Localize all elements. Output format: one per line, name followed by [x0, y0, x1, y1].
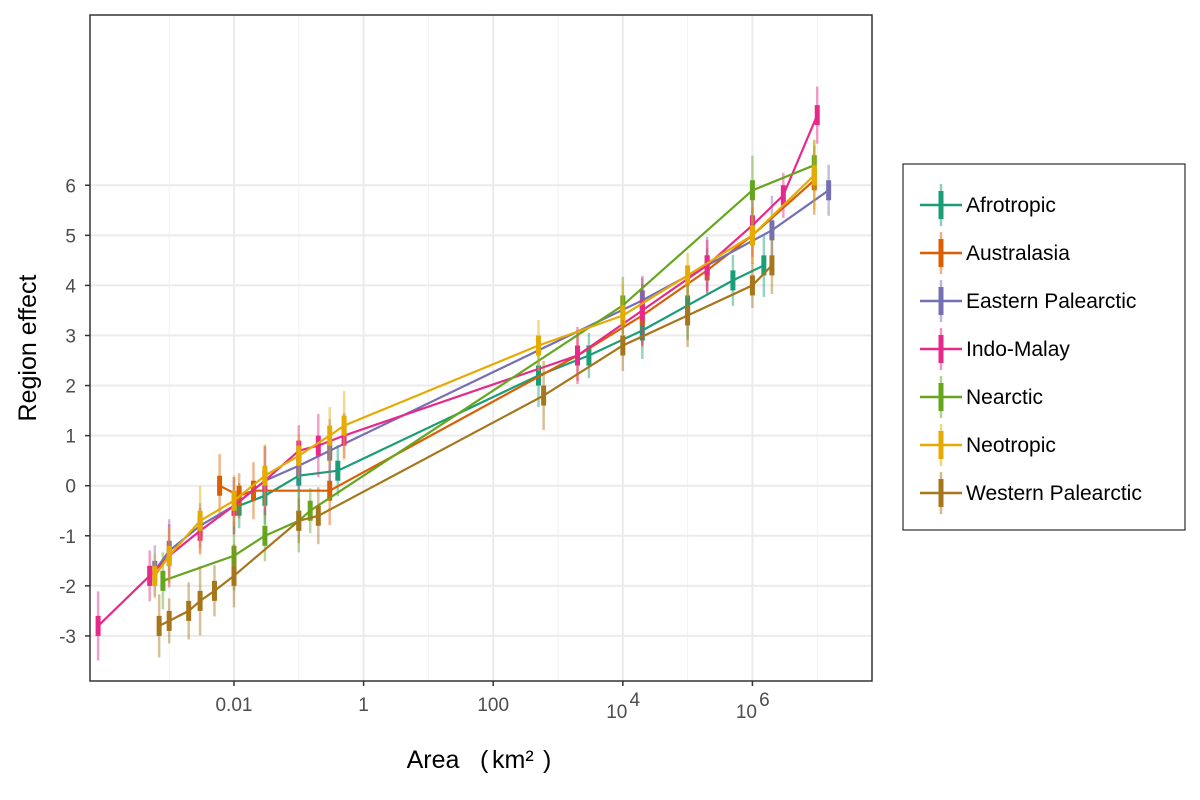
data-point-center [263, 534, 267, 538]
data-point-center [316, 514, 320, 518]
y-tick-label: -2 [59, 577, 76, 598]
legend-key [920, 184, 962, 226]
data-point-center [621, 313, 625, 317]
data-point-center [770, 228, 774, 232]
data-point-center [232, 574, 236, 578]
legend-key [920, 232, 962, 274]
y-tick-label: -3 [59, 627, 76, 648]
paren-open: ( [480, 746, 489, 774]
data-point-center [686, 313, 690, 317]
legend-label: Australasia [966, 242, 1070, 265]
data-point-center [827, 188, 831, 192]
data-point-center [750, 233, 754, 237]
data-point-center [336, 469, 340, 473]
data-point-center [218, 484, 222, 488]
x-tick-label-exponent: 4 [630, 690, 641, 711]
data-point-center [537, 343, 541, 347]
data-point-center [686, 273, 690, 277]
x-axis-unit: ( km² ) [480, 746, 551, 774]
data-point-center [328, 434, 332, 438]
x-axis-title: Area [407, 746, 460, 774]
data-point-center [750, 188, 754, 192]
data-point-center [198, 599, 202, 603]
x-tick-label: 10 [606, 702, 627, 723]
legend: Afrotropic Australasia Eastern Palearctic I… [902, 163, 1186, 531]
data-point-center [316, 444, 320, 448]
data-point-center [263, 494, 267, 498]
y-tick-label: -1 [59, 527, 76, 548]
data-point-center [731, 278, 735, 282]
legend-key [920, 424, 962, 466]
y-tick-label: 5 [65, 226, 76, 247]
data-point-center [308, 509, 312, 513]
legend-label: Afrotropic [966, 194, 1056, 217]
data-point-center [542, 394, 546, 398]
y-tick-label: 1 [65, 427, 76, 448]
paren-close: ) [543, 746, 551, 774]
data-point-center [750, 283, 754, 287]
data-point-center [96, 624, 100, 628]
series-line [162, 164, 815, 582]
legend-label: Eastern Palearctic [966, 290, 1136, 313]
data-point-center [263, 474, 267, 478]
data-point-center [167, 619, 171, 623]
data-point-center [153, 574, 157, 578]
y-tick-label: 2 [65, 377, 76, 398]
data-point-center [297, 519, 301, 523]
series-neotropic [152, 140, 817, 599]
data-point-center [232, 554, 236, 558]
data-point-center [621, 343, 625, 347]
y-tick-label: 3 [65, 326, 76, 347]
y-tick-label: 6 [65, 176, 76, 197]
x-tick-label-exponent: 6 [759, 690, 770, 711]
data-point-center [212, 589, 216, 593]
data-point-center [576, 354, 580, 358]
x-tick-label: 1 [358, 695, 369, 716]
series-layer [95, 86, 832, 661]
x-tick-label: 100 [477, 695, 509, 716]
data-point-center [157, 624, 161, 628]
data-point-center [587, 354, 591, 358]
data-point-center [815, 113, 819, 117]
data-point-center [187, 609, 191, 613]
legend-label: Indo-Malay [966, 338, 1070, 361]
data-point-center [328, 489, 332, 493]
data-point-center [640, 328, 644, 332]
y-tick-label: 0 [65, 477, 76, 498]
series-line [238, 264, 765, 507]
series-nearctic [160, 139, 817, 610]
data-point-center [640, 308, 644, 312]
data-point-center [762, 263, 766, 267]
x-axis-unit-label: km² [492, 746, 534, 774]
legend-key [920, 472, 962, 514]
data-point-center [148, 574, 152, 578]
legend-label: Nearctic [966, 386, 1043, 409]
x-tick-label: 0.01 [215, 695, 252, 716]
legend-key [920, 328, 962, 370]
data-point-center [297, 454, 301, 458]
data-point-center [342, 424, 346, 428]
x-tick-label: 10 [736, 702, 757, 723]
plot-background [90, 15, 872, 681]
y-axis-title: Region effect [14, 275, 42, 422]
legend-key [920, 376, 962, 418]
data-point-center [781, 193, 785, 197]
plot-border [89, 14, 873, 682]
data-point-center [812, 173, 816, 177]
legend-label: Neotropic [966, 434, 1056, 457]
legend-key [920, 280, 962, 322]
legend-box [902, 163, 1186, 531]
data-point-center [328, 449, 332, 453]
grid [90, 15, 872, 681]
data-point-center [232, 499, 236, 503]
series-western-palearctic [156, 236, 775, 658]
data-point-center [167, 554, 171, 558]
data-point-center [161, 579, 165, 583]
data-point-center [770, 263, 774, 267]
legend-label: Western Palearctic [966, 482, 1142, 505]
y-tick-label: 4 [65, 276, 76, 297]
data-point-center [198, 519, 202, 523]
